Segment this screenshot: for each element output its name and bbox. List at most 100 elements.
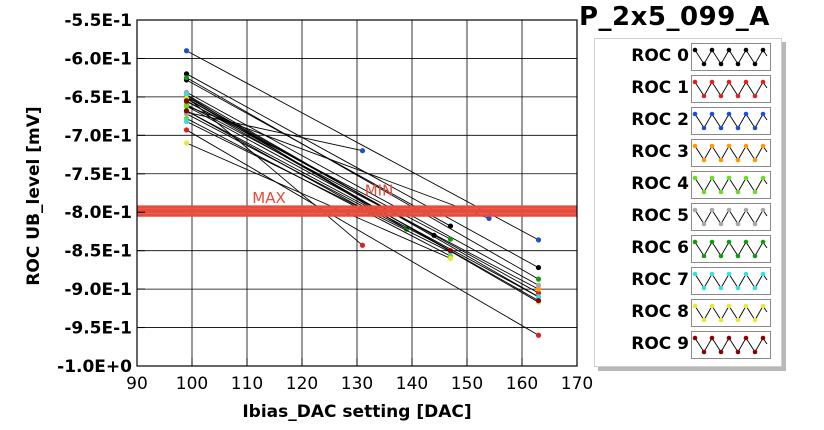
- y-tick-label: -9.5E-1: [64, 319, 132, 339]
- legend-swatch: [691, 203, 771, 231]
- legend-swatch: [691, 139, 771, 167]
- series-line: [186, 142, 451, 259]
- legend-item-roc-0: ROC 0: [595, 41, 781, 71]
- data-point: [183, 140, 190, 146]
- y-tick-label: -6.5E-1: [64, 88, 132, 108]
- series-roc-0: [183, 71, 542, 271]
- legend-swatch-line: [692, 79, 768, 99]
- data-point: [447, 255, 454, 261]
- series-line: [186, 91, 539, 286]
- series-roc-3: [183, 101, 542, 292]
- legend-label: ROC 7: [631, 270, 689, 290]
- annotations: MIN MAX: [252, 181, 393, 207]
- series-line: [186, 96, 363, 246]
- x-tick-label: 120: [286, 374, 318, 394]
- legend-swatch-line: [692, 303, 768, 323]
- legend-swatch: [691, 331, 771, 359]
- legend-item-roc-1: ROC 1: [595, 73, 781, 103]
- legend-swatch: [691, 171, 771, 199]
- y-tick-label: -6.0E-1: [64, 49, 132, 69]
- legend-label: ROC 6: [631, 238, 689, 258]
- legend-label: ROC 0: [631, 46, 689, 66]
- legend-label: ROC 9: [631, 334, 689, 354]
- legend-item-roc-9: ROC 9: [595, 329, 781, 359]
- data-point: [447, 248, 454, 254]
- x-tick-label: 170: [561, 374, 593, 394]
- x-tick-label: 90: [126, 374, 148, 394]
- data-point: [535, 237, 542, 243]
- legend-label: ROC 8: [631, 302, 689, 322]
- data-point: [359, 148, 366, 154]
- series-line: [186, 73, 539, 268]
- x-tick-label: 100: [176, 374, 208, 394]
- data-point: [183, 75, 190, 81]
- y-tick-label: -8.5E-1: [64, 242, 132, 262]
- reference-lines: [137, 205, 577, 217]
- legend-swatch-line: [692, 143, 768, 163]
- y-tick-label: -5.5E-1: [64, 11, 132, 31]
- data-point: [535, 282, 542, 288]
- legend-label: ROC 2: [631, 110, 689, 130]
- data-point: [183, 91, 190, 98]
- y-tick-label: -1.0E+0: [57, 357, 132, 377]
- data-point: [183, 118, 190, 125]
- series-line: [186, 50, 539, 241]
- legend-item-roc-8: ROC 8: [595, 297, 781, 327]
- data-point: [183, 71, 190, 77]
- x-tick-label: 160: [506, 374, 538, 394]
- series-line: [186, 100, 539, 302]
- legend-item-roc-6: ROC 6: [595, 233, 781, 263]
- data-point: [183, 103, 190, 109]
- data-point: [535, 298, 542, 304]
- data-point: [486, 215, 492, 221]
- legend-label: ROC 1: [631, 78, 689, 98]
- series-line: [186, 104, 539, 290]
- data-point: [183, 98, 190, 104]
- y-tick-label: -7.0E-1: [64, 126, 132, 146]
- data-point: [183, 48, 190, 54]
- data-point: [535, 332, 542, 338]
- legend-swatch-line: [692, 239, 768, 259]
- series-line: [186, 77, 539, 280]
- series-line: [186, 121, 451, 253]
- x-tick-label: 130: [341, 374, 373, 394]
- series-line: [186, 105, 539, 298]
- series-line: [186, 105, 490, 219]
- axis-ticks: 90 100 110 120 130 140 150 160 170 -5.5E-1 -6.0E-1…: [57, 11, 593, 394]
- data-point: [535, 286, 542, 292]
- x-tick-label: 140: [396, 374, 428, 394]
- legend-item-roc-3: ROC 3: [595, 137, 781, 167]
- x-axis-label: Ibias_DAC setting [DAC]: [242, 402, 471, 422]
- data-point: [535, 294, 542, 300]
- data-point: [535, 290, 542, 296]
- x-tick-label: 150: [451, 374, 483, 394]
- data-point: [183, 127, 190, 133]
- legend-swatch-line: [692, 47, 768, 67]
- series-line: [186, 110, 451, 252]
- series-roc-9: [183, 98, 542, 304]
- legend-swatch-line: [692, 175, 768, 195]
- legend-swatch-line: [692, 111, 768, 131]
- legend-label: ROC 3: [631, 142, 689, 162]
- x-tick-label: 110: [231, 374, 263, 394]
- legend-swatch-line: [692, 335, 768, 355]
- legend-item-roc-5: ROC 5: [595, 201, 781, 231]
- data-point: [535, 264, 542, 271]
- data-point: [359, 242, 366, 248]
- legend-swatch-line: [692, 207, 768, 227]
- chart-title: P_2x5_099_A: [579, 2, 770, 32]
- y-axis-label: ROC UB_level [mV]: [24, 106, 44, 285]
- data-point: [183, 108, 190, 114]
- legend-swatch: [691, 107, 771, 135]
- legend-swatch-line: [692, 271, 768, 291]
- series-line: [186, 111, 363, 152]
- series-group: [183, 48, 542, 338]
- y-tick-label: -8.0E-1: [64, 203, 132, 223]
- series-line: [186, 129, 539, 336]
- annotation-min: MIN: [365, 181, 394, 199]
- legend-swatch: [691, 235, 771, 263]
- y-tick-label: -9.0E-1: [64, 280, 132, 300]
- legend-item-roc-7: ROC 7: [595, 265, 781, 295]
- legend-swatch: [691, 299, 771, 327]
